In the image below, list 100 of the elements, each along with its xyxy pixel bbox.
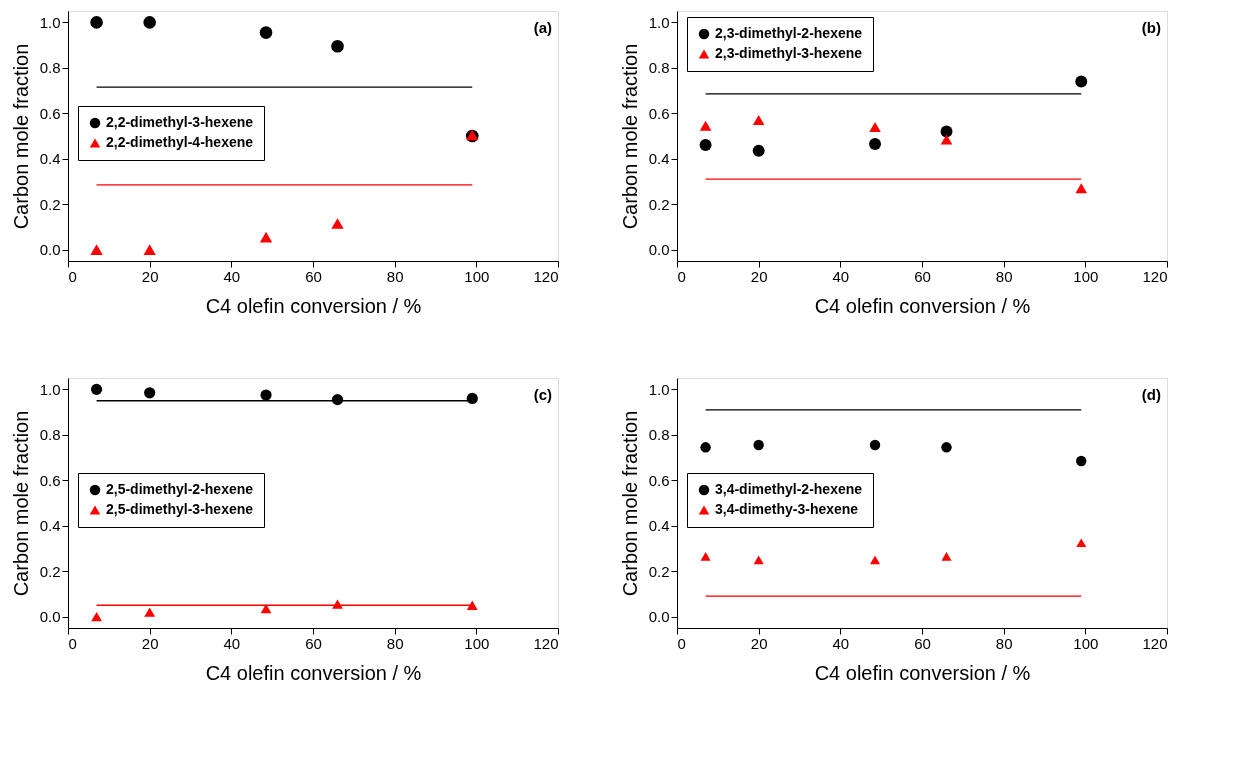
- x-tick-label: 80: [995, 267, 1013, 285]
- x-tick-label: 20: [141, 634, 159, 652]
- y-tick-label: 0.4: [39, 150, 61, 168]
- x-axis-title: C4 olefin conversion / %: [205, 661, 422, 684]
- legend-label: 2,5-dimethyl-3-hexene: [106, 501, 254, 517]
- x-tick-label: 60: [305, 634, 322, 652]
- annotation: (b): [1141, 19, 1161, 36]
- point: [752, 115, 765, 126]
- y-tick-label: 0.6: [39, 471, 61, 489]
- x-tick-label: 60: [914, 634, 931, 652]
- y-tick-label: 0.4: [648, 150, 670, 168]
- x-tick-label: 100: [1073, 267, 1099, 285]
- y-axis-title: Carbon mole fraction: [618, 410, 641, 597]
- point: [260, 389, 272, 401]
- point: [1076, 538, 1087, 548]
- point: [752, 144, 765, 157]
- annotation: (a): [533, 19, 552, 36]
- annotation: (d): [1141, 386, 1161, 403]
- point: [940, 134, 953, 145]
- point: [941, 442, 952, 453]
- point: [259, 26, 273, 39]
- y-tick-label: 0.2: [648, 562, 670, 580]
- x-tick-label: 0: [677, 634, 686, 652]
- y-tick-label: 0.6: [39, 104, 61, 122]
- legend-label: 2,2-dimethyl-4-hexene: [106, 134, 254, 150]
- x-tick-label: 100: [1073, 634, 1099, 652]
- y-tick-label: 0.6: [648, 471, 670, 489]
- x-tick-label: 80: [995, 634, 1013, 652]
- x-tick-label: 0: [677, 267, 686, 285]
- legend-label: 3,4-dimethyl-2-hexene: [715, 481, 863, 497]
- point: [753, 439, 764, 451]
- point: [869, 137, 882, 150]
- point: [1076, 455, 1087, 467]
- point: [90, 16, 103, 29]
- point: [331, 39, 344, 53]
- point: [466, 600, 478, 610]
- y-tick-label: 0.4: [39, 517, 61, 535]
- point: [700, 552, 711, 561]
- point: [941, 552, 952, 561]
- point: [90, 244, 103, 255]
- y-tick-label: 0.2: [39, 562, 61, 580]
- point: [700, 442, 711, 453]
- point: [753, 555, 764, 565]
- y-tick-label: 1.0: [648, 380, 670, 398]
- x-tick-label: 20: [750, 634, 768, 652]
- x-axis-title: C4 olefin conversion / %: [814, 294, 1031, 317]
- x-tick-label: 120: [1142, 634, 1168, 652]
- point: [699, 139, 712, 152]
- point: [940, 125, 953, 138]
- x-tick-label: 100: [464, 267, 490, 285]
- x-axis-title: C4 olefin conversion / %: [814, 661, 1031, 684]
- y-axis-title: Carbon mole fraction: [618, 43, 641, 230]
- x-axis-title: C4 olefin conversion / %: [205, 294, 422, 317]
- point: [144, 607, 156, 617]
- y-axis-title: Carbon mole fraction: [9, 43, 32, 230]
- point: [144, 387, 156, 399]
- point: [869, 121, 881, 132]
- x-tick-label: 120: [533, 634, 559, 652]
- y-tick-label: 0.8: [39, 426, 61, 444]
- x-tick-label: 80: [386, 634, 404, 652]
- point: [91, 611, 102, 622]
- y-tick-label: 1.0: [39, 380, 61, 398]
- legend-label: 3,4-dimethy-3-hexene: [715, 501, 859, 517]
- x-tick-label: 120: [533, 267, 559, 285]
- legend-label: 2,2-dimethyl-3-hexene: [106, 114, 254, 130]
- y-axis-title: Carbon mole fraction: [9, 410, 32, 597]
- y-tick-label: 0.2: [648, 195, 670, 213]
- y-tick-label: 0.8: [648, 59, 670, 77]
- x-tick-label: 120: [1142, 267, 1168, 285]
- point: [869, 439, 881, 451]
- point: [90, 383, 103, 395]
- point: [1075, 183, 1088, 194]
- x-tick-label: 40: [832, 634, 850, 652]
- x-tick-label: 20: [750, 267, 768, 285]
- point: [466, 392, 478, 405]
- x-tick-label: 40: [832, 267, 850, 285]
- y-tick-label: 0.4: [648, 517, 670, 535]
- y-tick-label: 0.6: [648, 104, 670, 122]
- legend-label: 2,3-dimethyl-2-hexene: [715, 25, 863, 41]
- point: [332, 599, 343, 609]
- x-tick-label: 60: [914, 267, 931, 285]
- legend-label: 2,5-dimethyl-2-hexene: [106, 481, 254, 497]
- x-tick-label: 0: [68, 634, 77, 652]
- x-tick-label: 80: [386, 267, 404, 285]
- legend-label: 2,3-dimethyl-3-hexene: [715, 45, 863, 61]
- y-tick-label: 1.0: [648, 13, 670, 31]
- y-tick-label: 0.8: [648, 426, 670, 444]
- y-tick-label: 1.0: [39, 13, 61, 31]
- y-tick-label: 0.0: [39, 608, 61, 626]
- y-tick-label: 0.8: [39, 59, 61, 77]
- x-tick-label: 40: [223, 634, 241, 652]
- annotation: (c): [533, 386, 552, 403]
- y-tick-label: 0.2: [39, 195, 61, 213]
- x-tick-label: 20: [141, 267, 159, 285]
- x-tick-label: 0: [68, 267, 77, 285]
- y-tick-label: 0.0: [648, 608, 670, 626]
- y-tick-label: 0.0: [39, 241, 61, 259]
- x-tick-label: 100: [464, 634, 490, 652]
- point: [331, 218, 344, 229]
- point: [143, 16, 156, 29]
